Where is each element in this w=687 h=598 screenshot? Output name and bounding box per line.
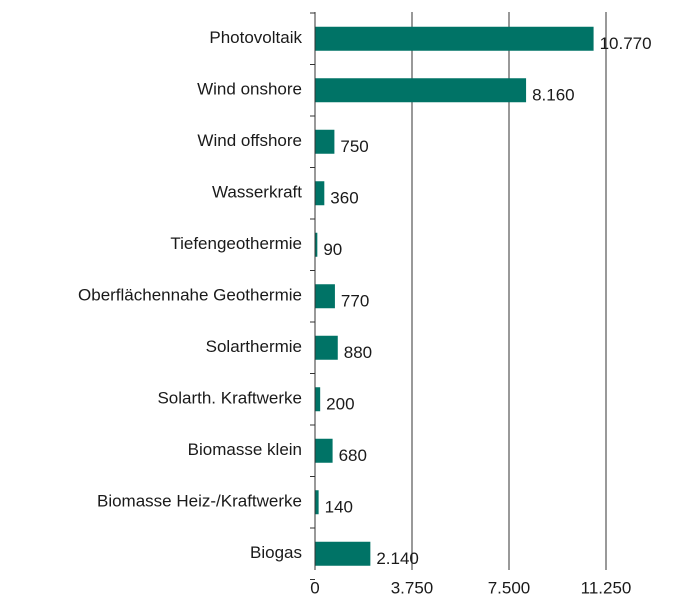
y-tick-label: Biomasse Heiz-/Kraftwerke xyxy=(97,492,302,511)
bar xyxy=(315,129,335,154)
y-tick-label: Solarthermie xyxy=(206,337,302,356)
bar xyxy=(315,541,371,566)
bar xyxy=(315,387,321,412)
bar xyxy=(315,78,527,103)
x-tick-label: 7.500 xyxy=(488,578,531,597)
y-tick-label: Biomasse klein xyxy=(188,440,302,459)
value-label: 750 xyxy=(340,137,368,156)
value-label: 880 xyxy=(344,343,372,362)
y-tick-label: Tiefengeothermie xyxy=(170,234,302,253)
bar xyxy=(315,181,325,206)
value-label: 8.160 xyxy=(532,86,575,105)
bar xyxy=(315,438,333,463)
value-label: 770 xyxy=(341,292,369,311)
bar xyxy=(315,284,335,309)
value-label: 90 xyxy=(323,240,342,259)
value-label: 680 xyxy=(339,446,367,465)
value-label: 360 xyxy=(330,189,358,208)
y-tick-label: Oberflächennahe Geothermie xyxy=(78,286,302,305)
y-tick-label: Solarth. Kraftwerke xyxy=(157,389,302,408)
x-tick-label: 11.250 xyxy=(581,578,632,597)
value-label: 10.770 xyxy=(600,34,652,53)
x-tick-label: 0 xyxy=(310,578,319,597)
value-label: 200 xyxy=(326,395,354,414)
bar xyxy=(315,26,594,51)
x-tick-label: 3.750 xyxy=(391,578,434,597)
y-tick-label: Wind offshore xyxy=(197,131,302,150)
y-tick-label: Photovoltaik xyxy=(209,28,302,47)
y-tick-label: Biogas xyxy=(250,543,302,562)
y-tick-label: Wind onshore xyxy=(197,80,302,99)
y-tick-label: Wasserkraft xyxy=(212,183,302,202)
value-label: 140 xyxy=(325,498,353,517)
bar xyxy=(315,232,318,257)
bar xyxy=(315,490,319,515)
value-label: 2.140 xyxy=(376,549,419,568)
bar xyxy=(315,335,338,360)
